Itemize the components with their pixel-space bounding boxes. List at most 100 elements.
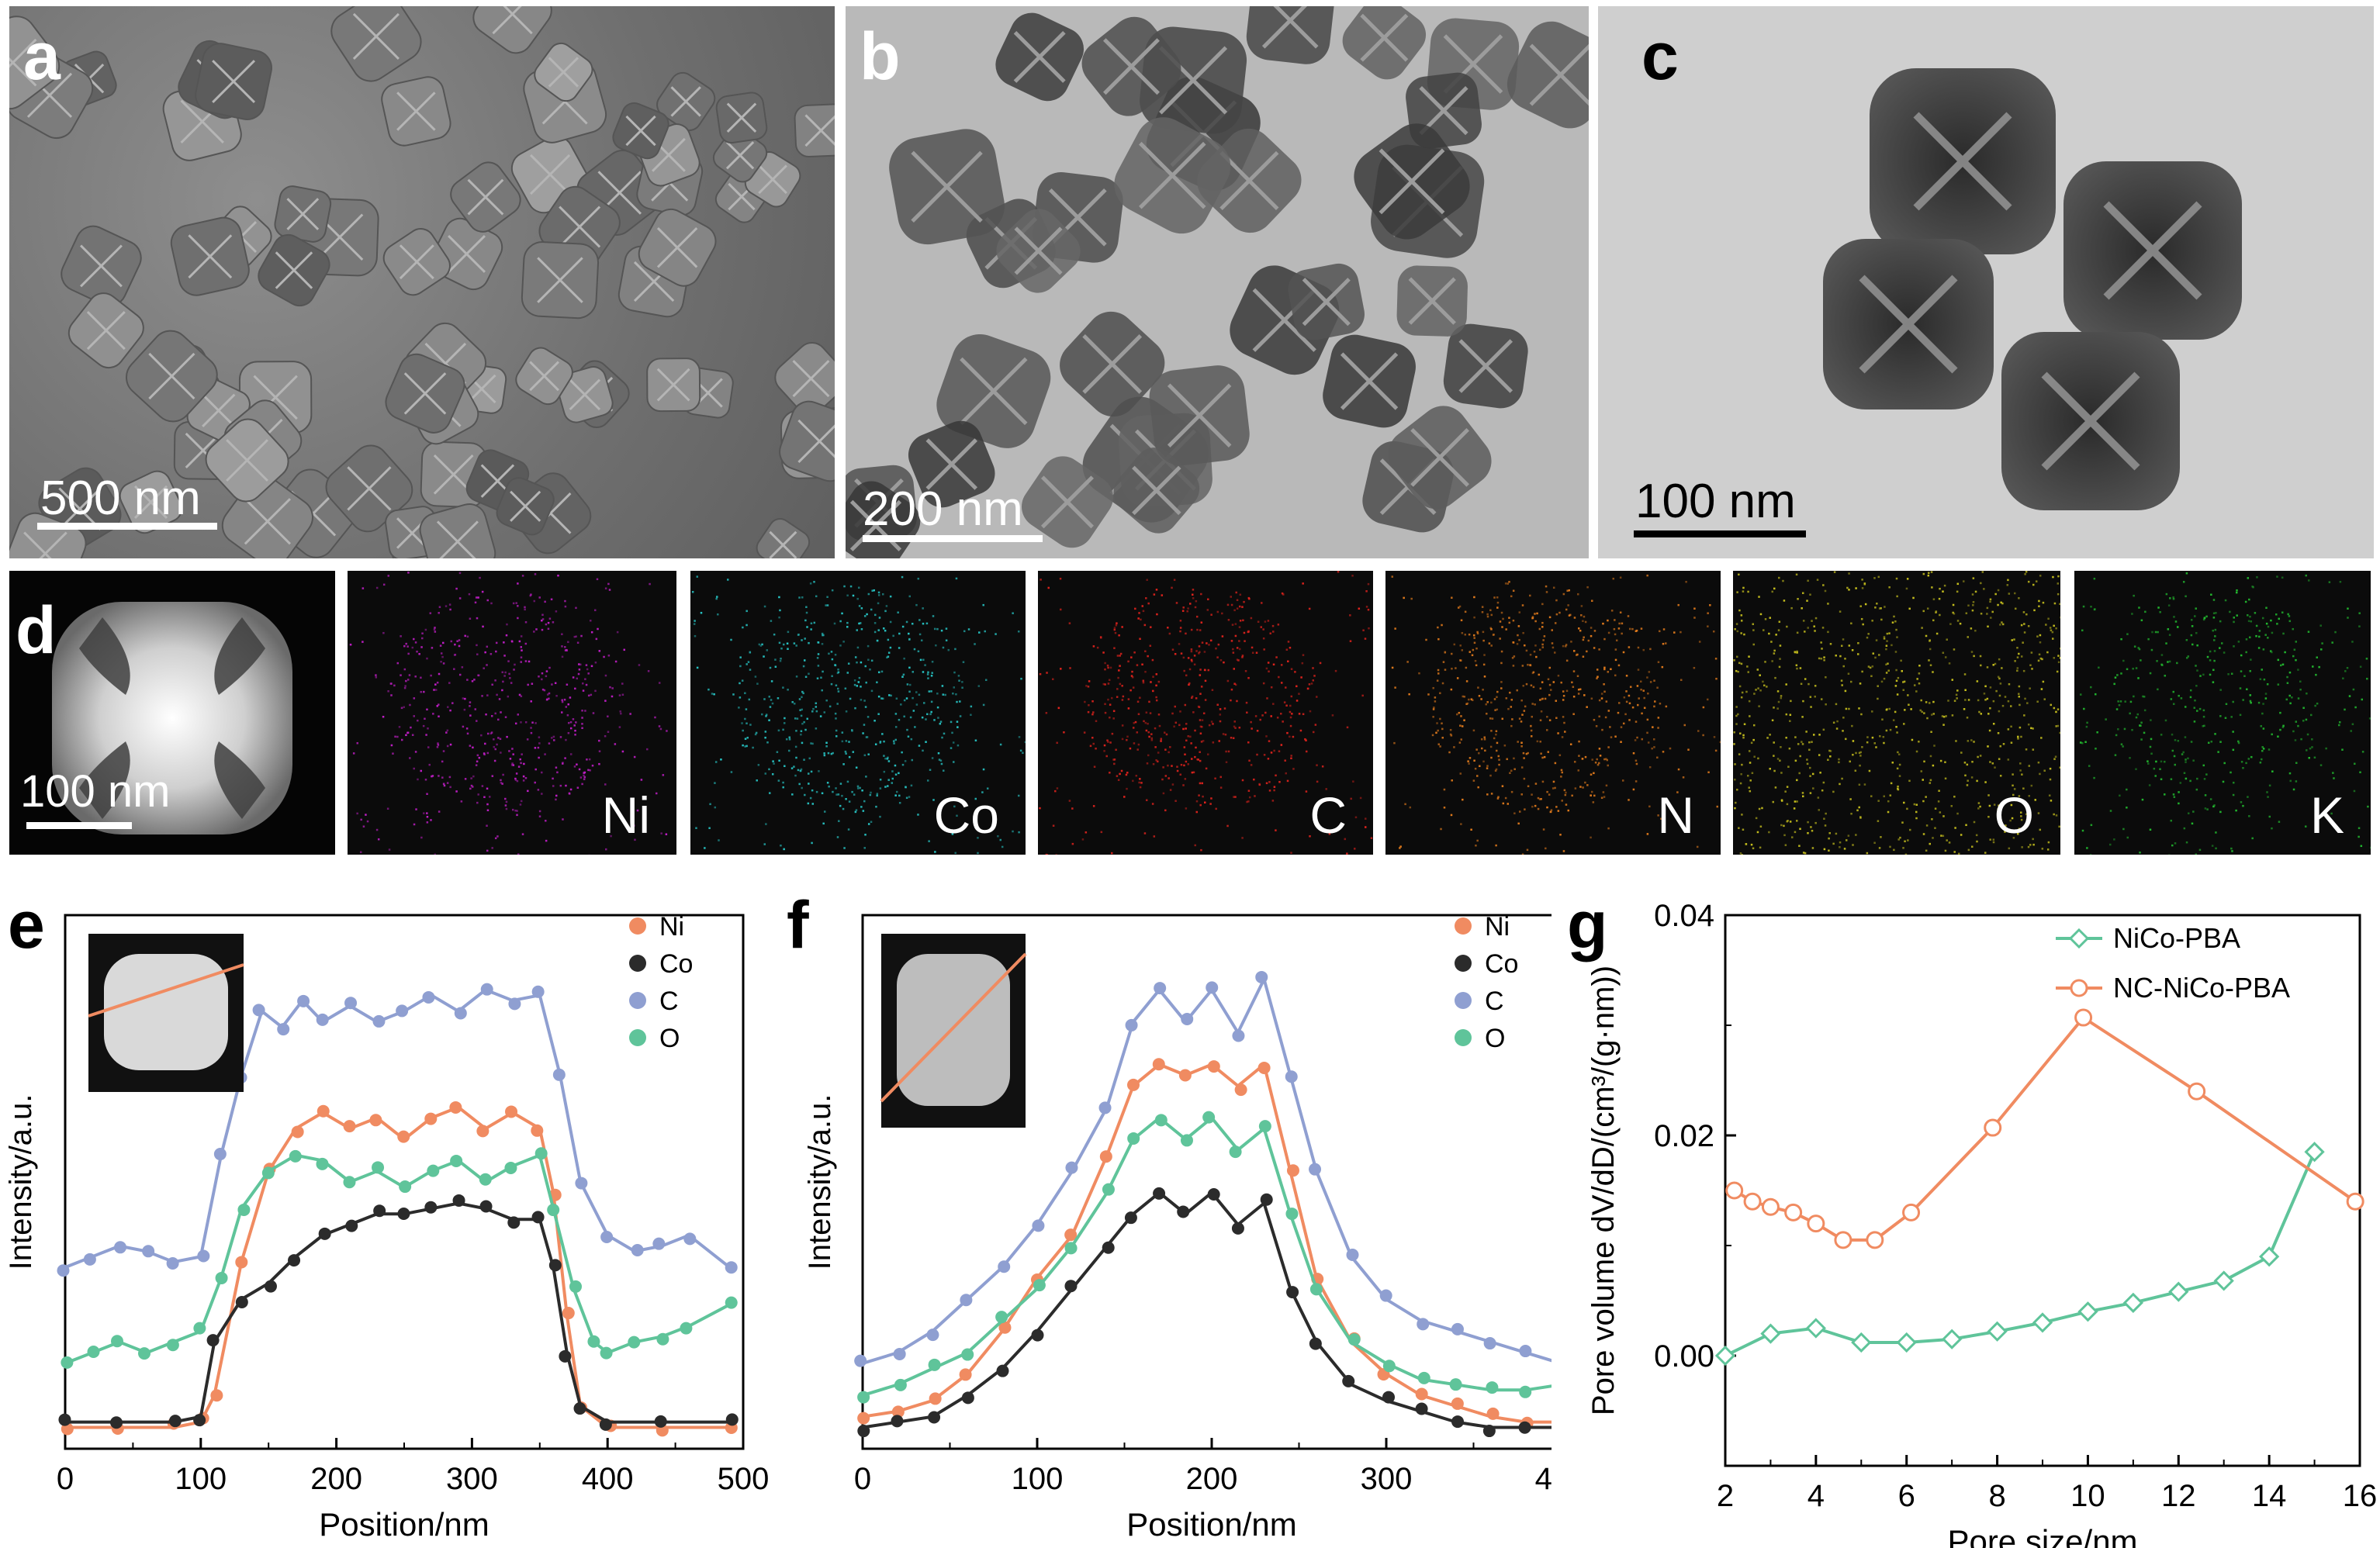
sem-particle	[612, 102, 669, 160]
panel-label-g: g	[1567, 888, 1608, 962]
inset-scan-line-e	[88, 963, 244, 1018]
tem-particle	[1507, 21, 1589, 129]
point-C	[683, 1232, 697, 1246]
point-Ni	[235, 1256, 248, 1269]
x-tick-label: 12	[2161, 1479, 2196, 1513]
point-Co	[424, 1201, 438, 1214]
point-Ni	[291, 1125, 304, 1139]
y-tick-label: 0.04	[1654, 899, 1714, 933]
legend-marker-Co	[1455, 955, 1472, 972]
panel-a-sem-image: a 500 nm	[9, 6, 835, 558]
point-Ni	[1152, 1058, 1165, 1071]
scale-bar-c	[1634, 530, 1806, 537]
tem-particle	[889, 129, 1005, 245]
point-Co	[1518, 1421, 1531, 1434]
point-C	[277, 1023, 290, 1036]
x-tick-label: 0	[854, 1462, 871, 1496]
point-NC-NiCo-PBA	[1743, 1192, 1762, 1211]
point-O	[215, 1271, 228, 1284]
point-C	[1154, 982, 1167, 995]
point-Co	[1153, 1187, 1166, 1200]
panel-label-d: d	[16, 593, 57, 668]
point-O	[1309, 1283, 1323, 1296]
tem-particle	[1081, 16, 1181, 116]
point-Co	[1342, 1374, 1355, 1387]
point-Co	[206, 1334, 220, 1347]
tem-particle	[1396, 265, 1468, 337]
chart-f-svg: 0 100 200 300 400 Position/nm Intensity/a.u. Ni…	[803, 912, 1551, 1543]
point-NiCo-PBA	[2122, 1292, 2143, 1313]
tem-particle	[1342, 6, 1427, 80]
point-O	[1102, 1183, 1115, 1196]
point-C	[1098, 1101, 1112, 1114]
point-O	[343, 1176, 356, 1189]
point-C	[213, 1148, 227, 1161]
point-C	[652, 1237, 666, 1250]
point-O	[450, 1154, 463, 1167]
point-Ni	[891, 1405, 905, 1418]
tem-particle	[908, 420, 995, 508]
x-axis-label: Pore size/nm	[1947, 1523, 2137, 1548]
sem-particle	[646, 358, 701, 413]
point-O	[894, 1378, 907, 1391]
point-Ni	[449, 1101, 462, 1114]
point-C	[1379, 1289, 1392, 1302]
point-Co	[318, 1227, 331, 1240]
x-tick-label: 4	[1807, 1479, 1825, 1513]
inset-scan-line-f	[880, 952, 1027, 1103]
point-NC-NiCo-PBA	[2346, 1192, 2364, 1211]
point-C	[854, 1354, 867, 1367]
point-O	[680, 1322, 693, 1335]
tem-particle	[846, 481, 921, 558]
tem-particle	[1114, 117, 1231, 234]
point-Co	[573, 1402, 586, 1415]
point-O	[1258, 1120, 1271, 1133]
x-tick-label: 500	[718, 1462, 770, 1496]
sem-particle	[774, 341, 835, 416]
point-NiCo-PBA	[1760, 1323, 1781, 1344]
sem-particle	[119, 470, 183, 534]
point-C	[575, 1177, 588, 1190]
point-NiCo-PBA	[1896, 1332, 1917, 1353]
inset-particle-e	[104, 954, 228, 1070]
eds-map-k-dots	[2079, 572, 2371, 855]
point-Ni	[1099, 1150, 1112, 1163]
point-Ni	[857, 1412, 870, 1425]
point-O	[928, 1358, 941, 1371]
point-O	[1449, 1378, 1462, 1391]
point-C	[114, 1241, 127, 1254]
sem-particle	[195, 43, 272, 120]
tem-particle	[1060, 311, 1165, 417]
legend-label-Ni: Ni	[1485, 912, 1510, 942]
tem-particle	[1022, 456, 1113, 548]
panel-e-linescan-chart: e 0 100 200 300 400 500 Position/nm Intensity/a…	[0, 876, 776, 1548]
sem-particle	[205, 418, 289, 503]
point-Ni	[210, 1389, 223, 1402]
eds-map-o-label: O	[1994, 786, 2034, 844]
scale-bar-d	[26, 822, 132, 829]
panel-b-tem-image: b 200 nm	[846, 6, 1589, 558]
point-O	[1202, 1111, 1216, 1124]
point-Ni	[397, 1130, 410, 1143]
sem-particle	[381, 76, 451, 147]
y-axis-label: Pore volume dV/dD/(cm³/(g·nm))	[1586, 966, 1621, 1415]
point-Co	[264, 1280, 277, 1293]
tem-particle	[1388, 406, 1492, 510]
point-Co	[1286, 1286, 1299, 1299]
point-NC-NiCo-PBA	[2074, 1008, 2093, 1027]
point-C	[893, 1347, 906, 1360]
point-Ni	[959, 1368, 972, 1381]
point-C	[372, 1014, 386, 1028]
legend-label-C: C	[659, 987, 679, 1016]
point-O	[656, 1332, 669, 1346]
point-Co	[857, 1425, 870, 1438]
legend-marker-Ni	[1455, 917, 1472, 935]
point-O	[504, 1161, 517, 1174]
eds-map-co: Co	[690, 571, 1026, 855]
point-Co	[725, 1413, 739, 1426]
scale-label-c: 100 nm	[1635, 475, 1796, 528]
point-O	[399, 1180, 412, 1194]
point-Co	[1177, 1205, 1190, 1218]
scale-label-a: 500 nm	[40, 472, 201, 525]
x-tick-label: 200	[310, 1462, 362, 1496]
